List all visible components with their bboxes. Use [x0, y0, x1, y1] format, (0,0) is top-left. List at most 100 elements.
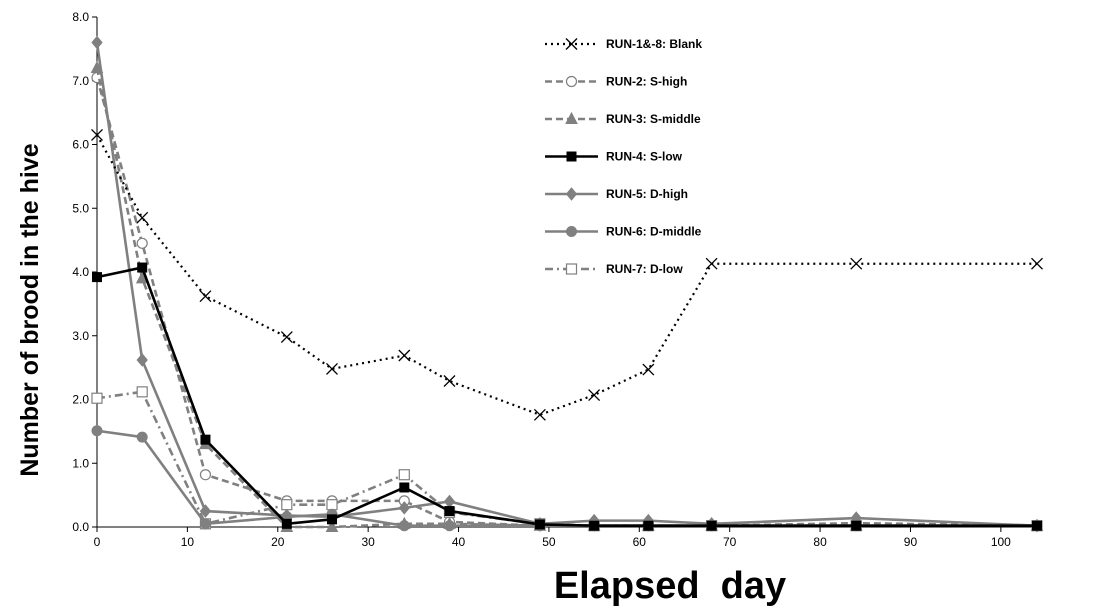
y-tick-label: 4.0 [72, 265, 89, 279]
legend-label: RUN-7: D-low [606, 262, 683, 276]
series-line [95, 42, 1038, 528]
legend-item: RUN-4: S-low [545, 150, 683, 164]
x-tick-label: 80 [813, 535, 827, 549]
series-1 [91, 128, 1043, 421]
data-point [136, 237, 148, 249]
series-line [96, 429, 1037, 528]
legend-item: RUN-6: D-middle [545, 225, 702, 239]
data-point [136, 211, 149, 224]
y-tick-label: 7.0 [72, 74, 89, 88]
x-tick-label: 0 [94, 535, 101, 549]
x-tick-label: 30 [361, 535, 375, 549]
data-point [91, 392, 103, 404]
series-line [95, 77, 1038, 528]
legend: RUN-1&-8: Blank RUN-2: S-high RUN-3: S-mid… [545, 37, 702, 276]
data-point [443, 494, 456, 509]
legend-marker [565, 38, 578, 50]
legend-marker [565, 75, 578, 88]
data-point [642, 363, 655, 376]
data-point [136, 431, 148, 443]
data-point [444, 520, 455, 532]
x-tick-label: 70 [723, 535, 737, 549]
data-point [280, 331, 293, 343]
data-point [199, 469, 212, 481]
data-point [91, 35, 103, 50]
data-point [398, 349, 411, 362]
x-axis-title: Elapsed day [554, 565, 786, 607]
data-point [398, 520, 410, 532]
data-point [851, 520, 862, 531]
legend-label: RUN-3: S-middle [606, 112, 701, 126]
data-point [588, 389, 601, 401]
data-point [91, 128, 103, 141]
series-line [96, 134, 1037, 416]
data-point [136, 386, 148, 398]
x-tick-label: 90 [904, 535, 918, 549]
data-point [643, 520, 654, 531]
data-point [281, 499, 293, 511]
legend-label: RUN-5: D-high [606, 187, 688, 201]
data-point [850, 257, 863, 270]
y-tick-label: 1.0 [72, 456, 89, 470]
data-point [534, 519, 545, 530]
series-3 [90, 60, 1044, 532]
x-tick-label: 40 [452, 535, 466, 549]
legend-label: RUN-4: S-low [606, 150, 683, 164]
legend-item: RUN-2: S-high [545, 75, 687, 89]
series-layer [90, 35, 1044, 533]
legend-item: RUN-3: S-middle [545, 111, 701, 126]
x-tick-label: 10 [181, 535, 195, 549]
data-point [399, 482, 410, 493]
data-point [706, 520, 717, 531]
y-tick-label: 0.0 [72, 520, 89, 534]
legend-label: RUN-2: S-high [606, 75, 687, 89]
data-point [325, 519, 339, 532]
y-tick-label: 8.0 [72, 10, 89, 24]
legend-item: RUN-1&-8: Blank [545, 37, 702, 51]
legend-label: RUN-6: D-middle [606, 225, 702, 239]
y-tick-label: 6.0 [72, 138, 89, 152]
data-point [1032, 520, 1042, 531]
x-tick-label: 100 [991, 535, 1011, 549]
data-point [589, 520, 600, 531]
series-6 [91, 425, 1043, 532]
data-point [91, 425, 103, 437]
data-point [443, 375, 456, 387]
data-point [199, 504, 212, 518]
data-point [705, 257, 718, 270]
legend-marker [565, 187, 578, 201]
legend-marker [565, 111, 578, 124]
x-tick-label: 50 [542, 535, 556, 549]
data-point [281, 518, 292, 529]
data-point [199, 290, 212, 303]
data-point [199, 518, 211, 530]
data-point [327, 514, 337, 525]
data-point [398, 501, 410, 515]
x-tick-label: 60 [633, 535, 647, 549]
series-7 [91, 386, 1043, 532]
y-tick-label: 5.0 [72, 201, 89, 215]
data-point [326, 499, 338, 511]
data-point [398, 469, 410, 481]
legend-marker [566, 151, 577, 162]
series-line [95, 67, 1037, 529]
series-line [96, 390, 1037, 528]
x-tick-label: 20 [271, 535, 285, 549]
y-tick-label: 2.0 [72, 393, 89, 407]
legend-item: RUN-5: D-high [545, 187, 688, 201]
data-point [136, 353, 148, 367]
y-tick-label: 3.0 [72, 329, 89, 343]
data-point [92, 272, 102, 283]
legend-item: RUN-7: D-low [545, 262, 683, 276]
series-line [96, 266, 1037, 528]
data-point [137, 262, 148, 273]
series-4 [92, 262, 1042, 531]
legend-marker [566, 226, 577, 237]
legend-label: RUN-1&-8: Blank [606, 37, 702, 51]
series-2 [91, 71, 1043, 532]
data-point [533, 408, 546, 421]
x-axis: 0 10 20 30 40 50 60 70 80 90 100 [94, 526, 1037, 549]
data-point [1031, 257, 1043, 270]
data-point [326, 362, 338, 375]
